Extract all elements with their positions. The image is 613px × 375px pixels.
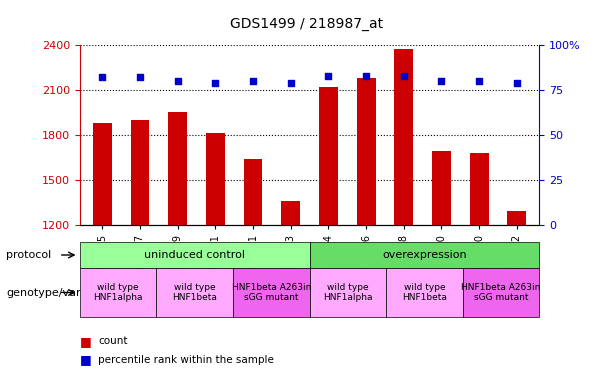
Text: HNF1beta A263in
sGG mutant: HNF1beta A263in sGG mutant	[232, 283, 311, 302]
Text: GDS1499 / 218987_at: GDS1499 / 218987_at	[230, 17, 383, 31]
Text: ■: ■	[80, 335, 91, 348]
Point	[361, 73, 371, 79]
Text: wild type
HNF1alpha: wild type HNF1alpha	[93, 283, 143, 302]
Text: wild type
HNF1beta: wild type HNF1beta	[172, 283, 217, 302]
Point	[248, 78, 258, 84]
Bar	[394, 50, 413, 225]
Point	[474, 78, 484, 84]
Text: percentile rank within the sample: percentile rank within the sample	[98, 355, 274, 365]
Text: genotype/variation: genotype/variation	[6, 288, 112, 297]
Bar	[131, 120, 150, 225]
Bar	[206, 134, 225, 225]
Point	[512, 80, 522, 86]
Point	[324, 73, 333, 79]
Bar	[243, 159, 262, 225]
Point	[436, 78, 446, 84]
Text: uninduced control: uninduced control	[144, 250, 245, 260]
Text: ■: ■	[80, 354, 91, 366]
Point	[286, 80, 295, 86]
Text: count: count	[98, 336, 128, 346]
Text: HNF1beta A263in
sGG mutant: HNF1beta A263in sGG mutant	[462, 283, 541, 302]
Bar	[432, 152, 451, 225]
Bar	[357, 78, 376, 225]
Bar	[470, 153, 489, 225]
Bar	[93, 123, 112, 225]
Point	[399, 73, 409, 79]
Point	[173, 78, 183, 84]
Point	[97, 74, 107, 80]
Bar	[168, 112, 187, 225]
Bar	[508, 211, 526, 225]
Text: overexpression: overexpression	[382, 250, 467, 260]
Point	[210, 80, 220, 86]
Point	[135, 74, 145, 80]
Text: wild type
HNF1alpha: wild type HNF1alpha	[323, 283, 373, 302]
Bar	[319, 87, 338, 225]
Text: protocol: protocol	[6, 250, 51, 260]
Bar	[281, 201, 300, 225]
Text: wild type
HNF1beta: wild type HNF1beta	[402, 283, 447, 302]
